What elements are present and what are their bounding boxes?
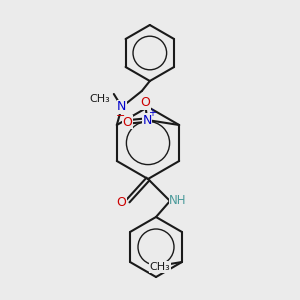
Text: CH₃: CH₃: [89, 94, 110, 104]
Text: O: O: [140, 97, 150, 110]
Text: +: +: [148, 108, 156, 118]
Text: N: N: [142, 113, 152, 127]
Text: −: −: [116, 111, 125, 121]
Text: CH₃: CH₃: [150, 262, 170, 272]
Text: O: O: [116, 196, 126, 209]
Text: NH: NH: [169, 194, 187, 208]
Text: O: O: [122, 116, 132, 128]
Text: N: N: [117, 100, 127, 113]
